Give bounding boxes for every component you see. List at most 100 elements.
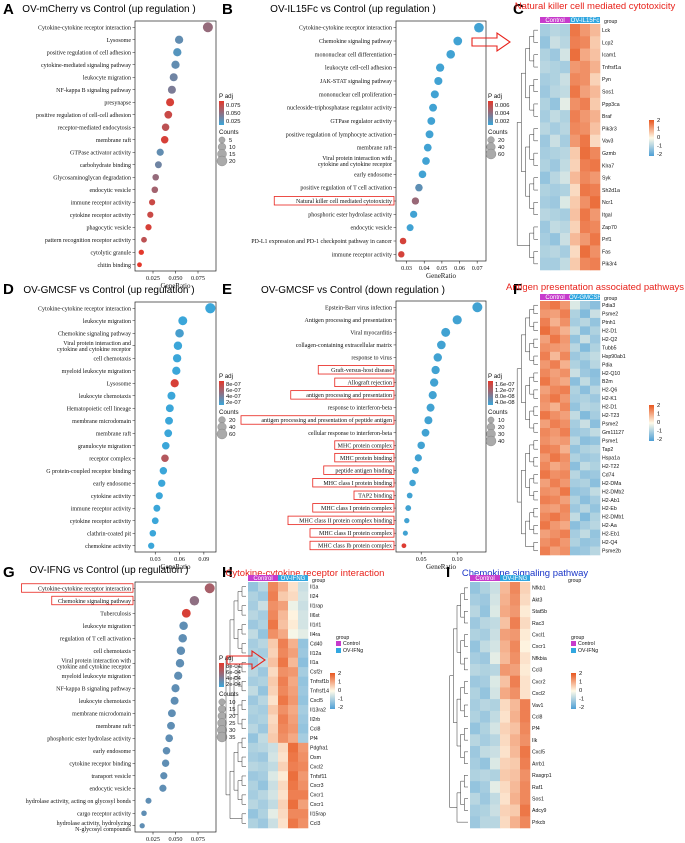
count-tick-label: 15 <box>229 707 235 713</box>
heat-cell <box>490 757 501 770</box>
heat-cell <box>570 411 581 420</box>
heat-cell <box>580 309 591 319</box>
heat-cell <box>540 385 551 395</box>
heat-cell <box>500 757 511 770</box>
heat-cell <box>580 159 591 172</box>
gene-label: H2-K1 <box>602 396 617 402</box>
heat-cell <box>510 675 521 688</box>
x-axis-label: GeneRatio <box>161 563 191 571</box>
heat-cell <box>268 629 279 640</box>
gene-label: Psme2 <box>602 422 618 428</box>
x-tick-label: 0.06 <box>174 556 185 563</box>
heat-cell <box>560 301 571 310</box>
count-tick-label: 5 <box>229 138 232 144</box>
heat-cell <box>560 233 571 246</box>
heat-cell <box>570 48 581 62</box>
heat-cell <box>500 722 511 735</box>
heat-cell <box>298 667 309 677</box>
heat-cell <box>490 675 501 688</box>
gene-label: Klra7 <box>602 163 614 169</box>
data-point <box>423 143 432 152</box>
heat-cell <box>590 245 601 258</box>
data-point <box>170 379 179 388</box>
data-point <box>406 224 414 232</box>
data-point <box>411 466 419 474</box>
heat-cell <box>490 710 501 723</box>
heat-colorbar <box>330 673 335 709</box>
heat-cell <box>590 233 601 246</box>
heat-cell <box>278 742 289 753</box>
heat-cell <box>550 470 561 480</box>
gene-label: Ccl8 <box>310 726 320 732</box>
heat-cell <box>560 377 571 386</box>
heat-cell <box>580 495 591 505</box>
padj-tick-label: 0.002 <box>495 119 510 125</box>
heat-cell <box>490 722 501 735</box>
heat-cell <box>580 453 591 463</box>
term-label: MHC protein complex <box>338 443 392 449</box>
heat-cell <box>560 183 571 197</box>
gene-label: Tnfsf11 <box>310 774 327 780</box>
term-label: phosphoric ester hydrolase activity <box>47 736 131 742</box>
heat-cell <box>278 600 289 611</box>
gene-label: Adcy9 <box>532 808 547 814</box>
padj-colorbar <box>488 101 493 125</box>
heat-cell <box>590 512 601 522</box>
heat-cell <box>570 24 581 37</box>
term-label: mononuclear cell proliferation <box>319 91 392 98</box>
data-point <box>173 48 182 57</box>
heat-cell <box>580 326 591 336</box>
heat-cell <box>520 734 531 747</box>
heat-cell <box>540 301 551 310</box>
data-point <box>137 262 142 268</box>
heat-cell <box>590 368 601 378</box>
heat-cell <box>540 504 551 513</box>
group-legend-swatch <box>336 648 341 653</box>
data-point <box>415 183 423 192</box>
heat-cell <box>570 309 581 319</box>
heat-cell <box>288 780 299 791</box>
group-annotation-label: group <box>568 578 581 584</box>
heat-cell <box>520 675 531 688</box>
gene-label: Il13ra2 <box>310 708 326 714</box>
heat-cell <box>570 470 581 480</box>
heat-cell <box>580 48 591 62</box>
heat-cell <box>248 657 259 668</box>
term-label: positive regulation of lymphocyte activa… <box>286 131 392 138</box>
row-dendrogram <box>449 587 468 823</box>
chart-title: OV-IL15Fc vs Control (up regulation ) <box>270 4 436 15</box>
heat-cell <box>510 605 521 618</box>
data-point <box>411 197 420 205</box>
term-label: response to interferon-beta <box>328 405 393 412</box>
group-annotation-label: group <box>604 19 617 25</box>
panel-letter-A: A <box>3 1 14 18</box>
count-tick-label: 35 <box>229 735 235 741</box>
padj-colorbar <box>488 381 493 405</box>
heat-cell <box>560 512 571 522</box>
heat-cell <box>560 546 571 556</box>
term-label: cytokine receptor binding <box>69 761 131 767</box>
term-label: Lysosome <box>107 38 132 44</box>
heat-cell <box>520 710 531 723</box>
gene-label: H2-Q2 <box>602 337 617 343</box>
gene-label: Rasgrp1 <box>532 773 552 779</box>
heat-cell <box>580 301 591 310</box>
gene-label: Osm <box>310 755 321 761</box>
heat-cell <box>470 617 481 630</box>
heat-cell <box>550 377 561 386</box>
heat-cell <box>288 714 299 725</box>
gene-label: Vav1 <box>532 703 544 709</box>
group-annotation-label: group <box>312 578 325 584</box>
heat-cell <box>288 610 299 621</box>
heat-cell <box>248 790 259 800</box>
data-point <box>404 517 410 524</box>
heat-cell <box>258 582 269 592</box>
x-tick-label: 0.075 <box>191 836 205 843</box>
data-point <box>406 492 413 499</box>
heat-cell <box>258 629 269 640</box>
heat-cell <box>298 619 309 630</box>
group-bar-control <box>248 575 278 581</box>
heat-cell <box>590 546 601 556</box>
heat-cell <box>590 521 601 530</box>
